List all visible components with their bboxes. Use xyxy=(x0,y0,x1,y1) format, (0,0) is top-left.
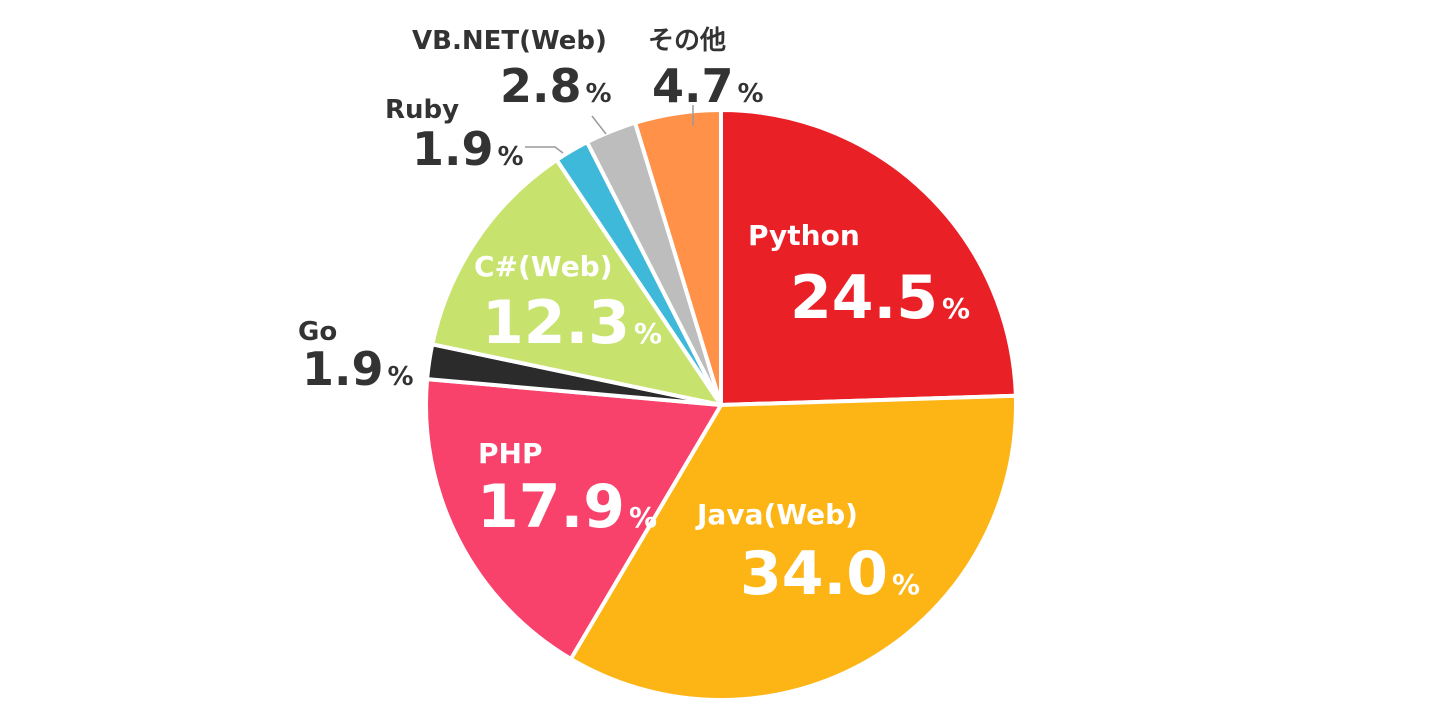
slice-value-number-php: 17.9 xyxy=(477,472,625,542)
slice-label-vb-net-web: VB.NET(Web) xyxy=(412,26,607,56)
slice-label-php: PHP xyxy=(478,437,542,470)
pie-slice-php xyxy=(424,377,723,661)
slice-value-java-web: 34.0% xyxy=(740,539,920,609)
slice-value-number-vb-net-web: 2.8 xyxy=(500,59,582,113)
slice-label-java-web: Java(Web) xyxy=(695,498,858,531)
slice-value-number-go: 1.9 xyxy=(302,342,384,396)
pie-slice-other xyxy=(633,108,723,407)
pie-slices xyxy=(424,108,1018,702)
slice-value-ruby: 1.9% xyxy=(412,122,524,176)
slice-value-percent-java-web: % xyxy=(892,568,920,601)
slice-value-number-ruby: 1.9 xyxy=(412,122,494,176)
slice-value-percent-php: % xyxy=(629,501,657,534)
slice-label-ruby: Ruby xyxy=(385,95,459,125)
slice-value-percent-other: % xyxy=(738,79,764,109)
slice-value-percent-go: % xyxy=(388,362,414,392)
slice-label-c-web: C#(Web) xyxy=(474,250,613,283)
leader-line-vb-net-web xyxy=(591,115,607,135)
slice-value-percent-c-web: % xyxy=(634,317,662,350)
slice-value-percent-vb-net-web: % xyxy=(586,79,612,109)
slice-value-c-web: 12.3% xyxy=(482,288,662,358)
leader-lines xyxy=(525,105,694,154)
slice-value-python: 24.5% xyxy=(790,263,970,333)
slice-value-number-python: 24.5 xyxy=(790,263,938,333)
slice-value-other: 4.7% xyxy=(652,59,764,113)
slice-value-percent-ruby: % xyxy=(498,142,524,172)
pie-slice-python xyxy=(719,108,1018,407)
slice-label-python: Python xyxy=(748,219,860,252)
slice-label-other: その他 xyxy=(648,26,726,56)
slice-label-go: Go xyxy=(298,317,337,347)
slice-value-number-java-web: 34.0 xyxy=(740,539,888,609)
pie-slice-c-web xyxy=(430,157,723,407)
slice-value-percent-python: % xyxy=(942,292,970,325)
leader-line-ruby xyxy=(525,146,564,154)
slice-value-php: 17.9% xyxy=(477,472,657,542)
slice-value-number-other: 4.7 xyxy=(652,59,734,113)
slice-value-go: 1.9% xyxy=(302,342,414,396)
slice-value-vb-net-web: 2.8% xyxy=(500,59,612,113)
slice-value-number-c-web: 12.3 xyxy=(482,288,630,358)
